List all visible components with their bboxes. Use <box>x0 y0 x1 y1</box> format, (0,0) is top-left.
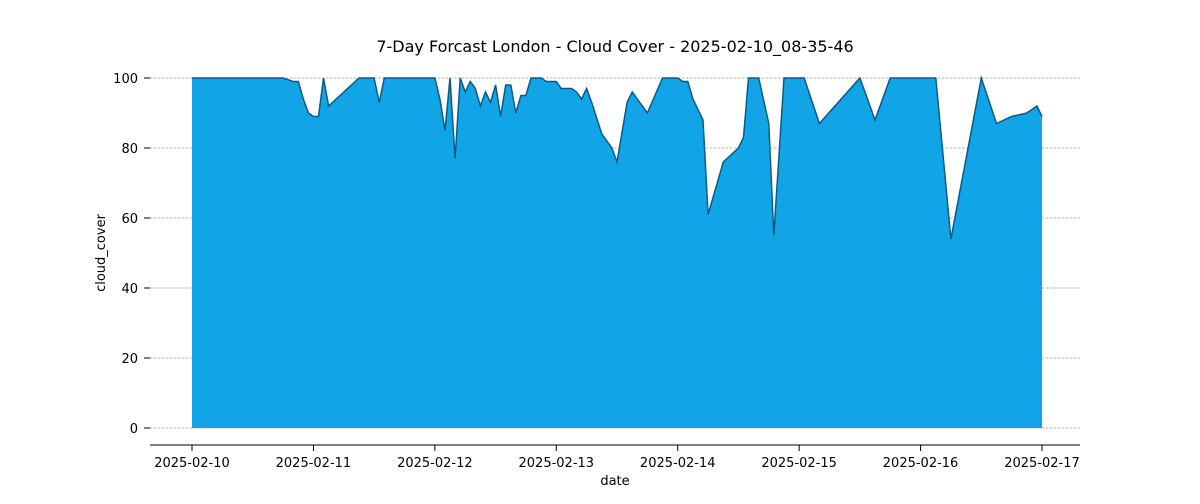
x-tick-label: 2025-02-17 <box>1004 456 1080 471</box>
y-tick-label: 100 <box>113 72 138 87</box>
cloud-cover-area <box>192 78 1042 428</box>
y-axis-ticks: 0 20 40 60 80 100 <box>113 72 150 437</box>
x-tick-label: 2025-02-12 <box>397 456 473 471</box>
y-tick-label: 20 <box>121 352 138 367</box>
x-tick-label: 2025-02-13 <box>519 456 595 471</box>
y-tick-label: 60 <box>121 212 138 227</box>
x-axis-ticks: 2025-02-10 2025-02-11 2025-02-12 2025-02-13… <box>154 445 1080 471</box>
y-axis-label: cloud_cover <box>94 213 109 291</box>
x-tick-label: 2025-02-11 <box>276 456 352 471</box>
x-tick-label: 2025-02-16 <box>883 456 959 471</box>
x-tick-label: 2025-02-14 <box>640 456 716 471</box>
y-tick-label: 80 <box>121 142 138 157</box>
x-tick-label: 2025-02-15 <box>761 456 837 471</box>
y-tick-label: 0 <box>130 422 138 437</box>
y-tick-label: 40 <box>121 282 138 297</box>
cloud-cover-line <box>192 75 1043 240</box>
x-axis-label: date <box>600 474 629 489</box>
x-tick-label: 2025-02-10 <box>154 456 230 471</box>
chart-title: 7-Day Forcast London - Cloud Cover - 202… <box>376 37 853 57</box>
